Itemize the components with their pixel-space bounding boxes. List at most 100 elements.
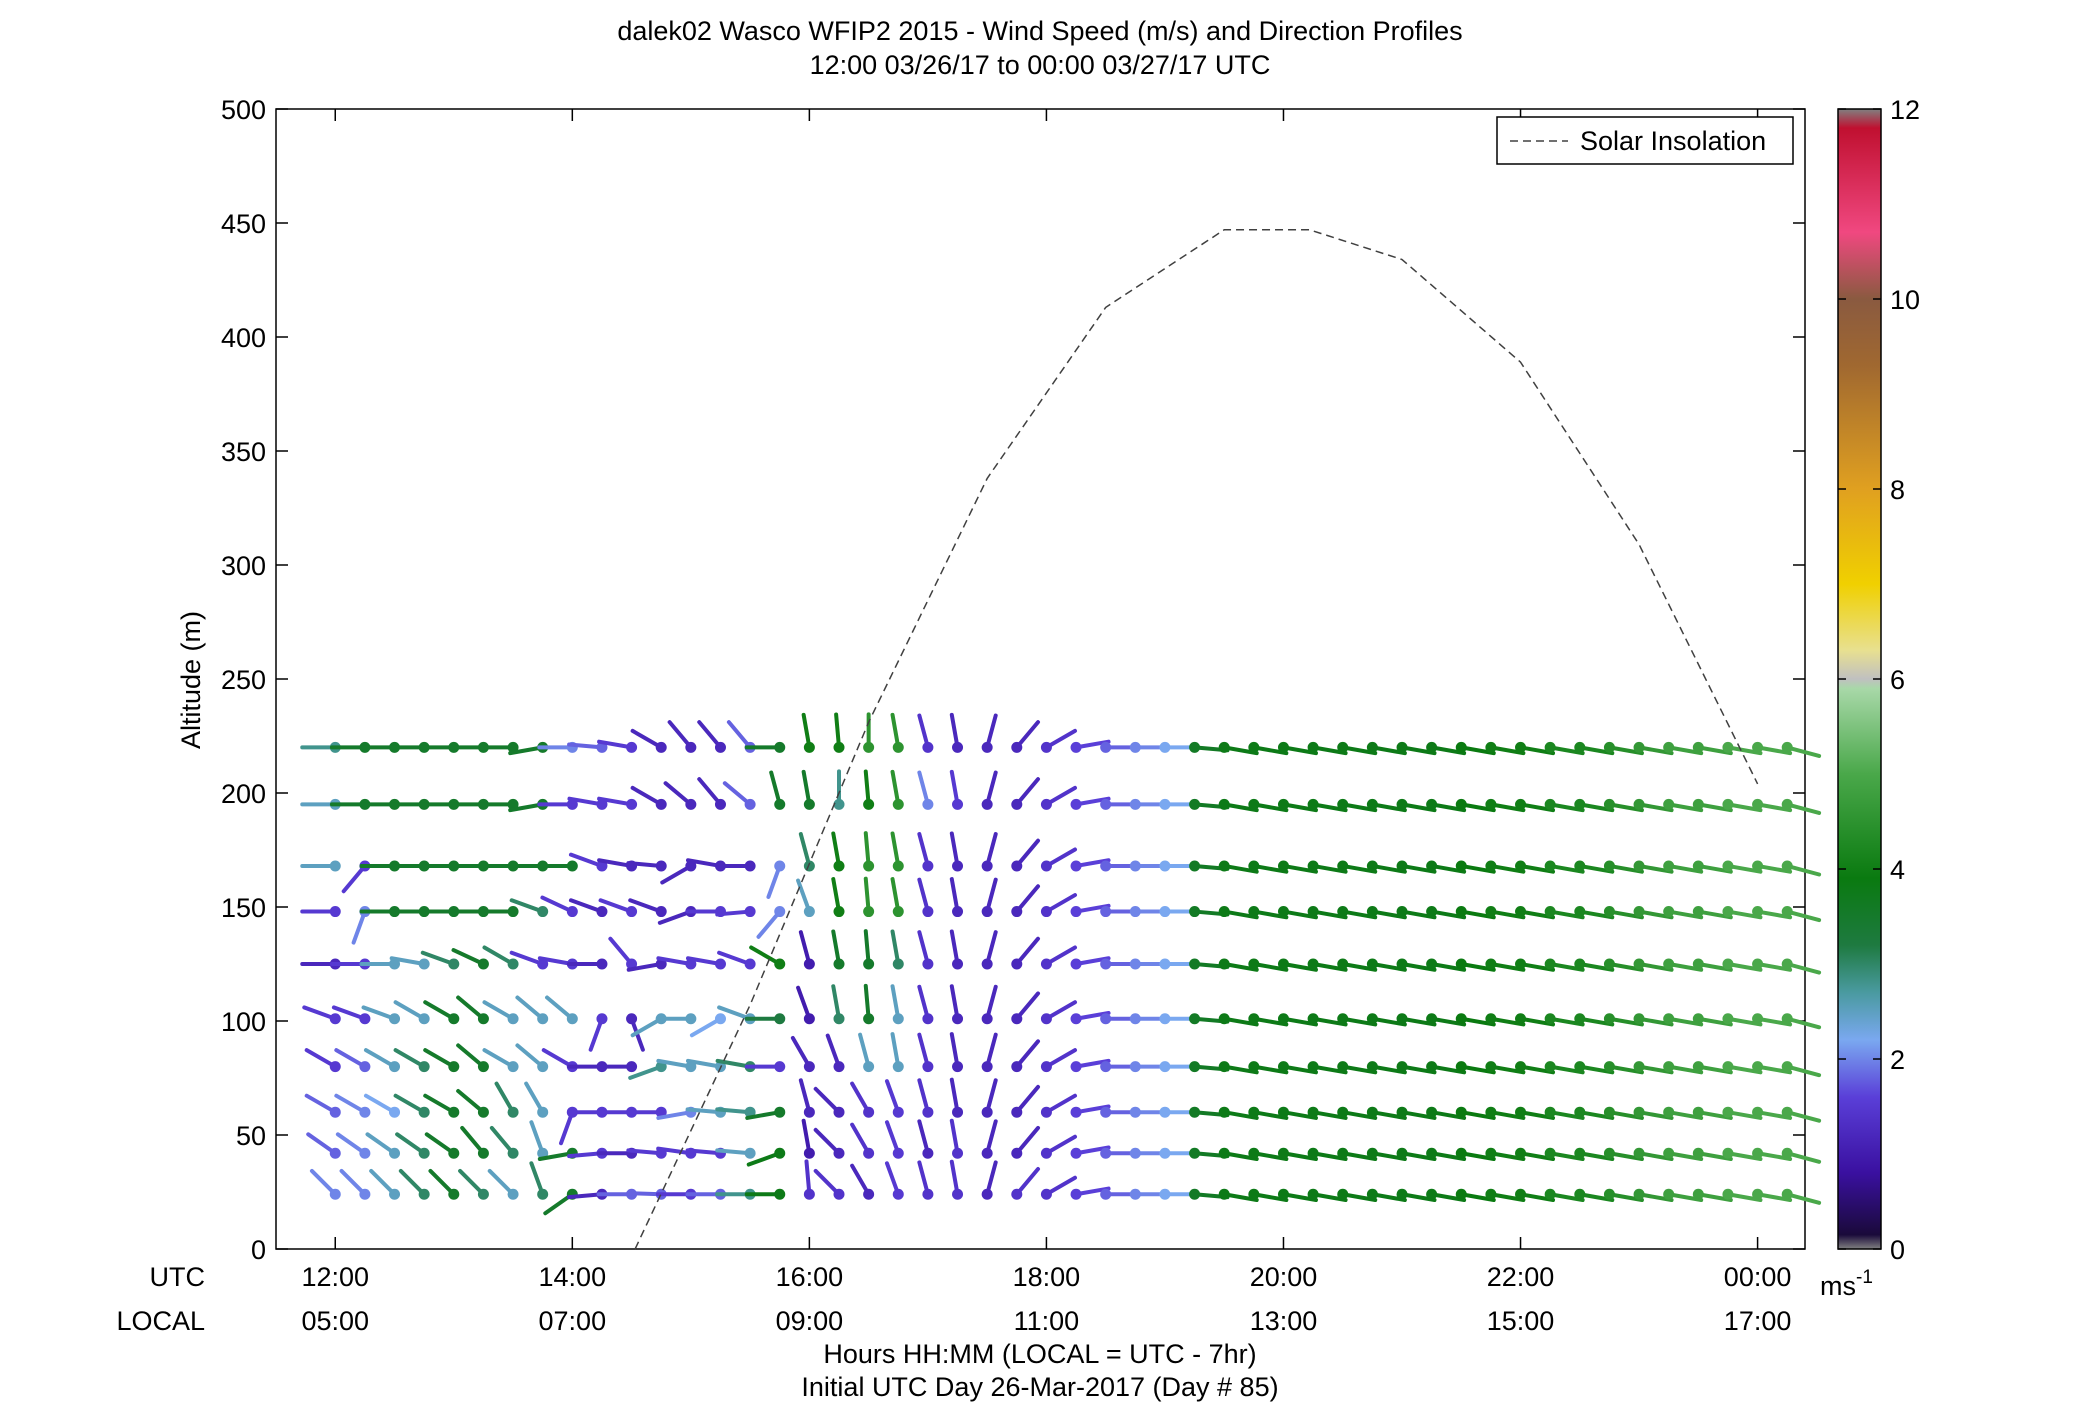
wind-barb-shaft	[1785, 863, 1822, 877]
wind-barb-dot	[1248, 1147, 1260, 1159]
wind-barb	[361, 1005, 401, 1025]
wind-barb-dot	[1248, 798, 1260, 810]
wind-barb-dot	[1663, 1188, 1675, 1200]
wind-barb-shaft	[831, 929, 842, 966]
wind-barb	[981, 713, 998, 753]
wind-barb-dot	[1366, 1147, 1378, 1159]
wind-barb-shaft	[597, 858, 634, 868]
wind-barb	[540, 895, 578, 918]
wind-barb	[796, 878, 815, 918]
wind-barb-shaft	[717, 950, 753, 966]
wind-barb-dot	[1307, 906, 1319, 918]
wind-barb-dot	[774, 1061, 786, 1073]
wind-barb-dot	[537, 906, 549, 918]
y-axis: 0 50 100 150 200 250 300 350 400 450 500	[221, 95, 1805, 1265]
wind-barb-shaft	[1014, 1084, 1041, 1115]
colorbar-unit: ms-1	[1820, 1267, 1873, 1301]
wind-barb-dot	[1011, 741, 1023, 753]
wind-barb-shaft	[917, 770, 930, 807]
colorbar-tick-label: 10	[1890, 285, 1920, 315]
wind-barb-dot	[655, 741, 667, 753]
wind-barb-dot	[1574, 1188, 1586, 1200]
wind-barb-dot	[1455, 741, 1467, 753]
wind-barb-dot	[448, 1061, 460, 1073]
wind-barb-dot	[863, 860, 875, 872]
wind-barb-dot	[1515, 906, 1527, 918]
wind-barb-dot	[507, 958, 519, 970]
wind-barb	[363, 1048, 401, 1073]
wind-barb-dot	[981, 958, 993, 970]
wind-barb-dot	[863, 1106, 875, 1118]
x-tick-label-local: 13:00	[1250, 1306, 1318, 1336]
wind-barb-shaft	[1785, 1016, 1822, 1030]
wind-barb-dot	[1129, 1188, 1141, 1200]
wind-barb	[304, 1048, 341, 1073]
wind-barb-dot	[774, 1013, 786, 1025]
wind-barb-dot	[892, 1061, 904, 1073]
wind-barb	[478, 906, 519, 918]
wind-barb	[393, 1000, 430, 1025]
wind-barb-shaft	[389, 956, 427, 966]
wind-barb-shaft	[423, 1093, 456, 1115]
wind-barb-shaft	[1785, 1110, 1822, 1123]
wind-barb-dot	[1455, 906, 1467, 918]
wind-barb-dot	[1515, 798, 1527, 810]
wind-barb-dot	[1248, 860, 1260, 872]
wind-barb-dot	[1574, 1013, 1586, 1025]
wind-barb	[697, 720, 726, 753]
wind-barb	[568, 898, 608, 918]
wind-barb	[596, 1061, 638, 1073]
y-tick-label: 400	[221, 323, 266, 353]
wind-barb-dot	[1100, 958, 1112, 970]
wind-barb-shaft	[798, 1078, 812, 1115]
wind-barb	[858, 1032, 875, 1073]
wind-barb-shaft	[304, 1093, 338, 1115]
wind-barb	[1781, 1147, 1822, 1164]
wind-barb-shaft	[515, 995, 545, 1021]
wind-barb	[1011, 884, 1041, 918]
wind-barb	[863, 831, 875, 872]
wind-barb-dot	[774, 798, 786, 810]
wind-barb-dot	[1485, 1061, 1497, 1073]
wind-barb-shaft	[717, 1005, 753, 1021]
wind-barb-dot	[1307, 1106, 1319, 1118]
wind-barb-dot	[774, 860, 786, 872]
wind-barb	[1781, 906, 1822, 923]
wind-barb	[715, 906, 756, 918]
wind-barb-dot	[833, 1106, 845, 1118]
wind-barb-shaft	[949, 1118, 960, 1156]
wind-barb	[1040, 1048, 1078, 1073]
wind-barb	[831, 929, 845, 970]
wind-barb-dot	[626, 741, 638, 753]
wind-barb	[756, 906, 786, 939]
wind-barb-dot	[537, 1061, 549, 1073]
wind-barb-dot	[1633, 741, 1645, 753]
wind-barb	[890, 769, 904, 810]
wind-barb	[949, 1159, 964, 1200]
wind-barb-dot	[1218, 1013, 1230, 1025]
wind-barb-dot	[1189, 1188, 1201, 1200]
wind-barb-dot	[863, 1147, 875, 1159]
wind-barb-shaft	[1014, 1125, 1041, 1156]
wind-barb	[744, 1013, 786, 1025]
wind-barb	[801, 712, 815, 753]
wind-barb-dot	[418, 1188, 430, 1200]
wind-barb-dot	[1663, 1013, 1675, 1025]
wind-barb-dot	[507, 1013, 519, 1025]
wind-barb-dot	[448, 1106, 460, 1118]
wind-barb-dot	[1011, 1061, 1023, 1073]
wind-barb-dot	[1337, 1188, 1349, 1200]
x-axis: 12:00 05:00 14:00 07:00 16:00 09:00 18:00 11:00…	[301, 109, 1791, 1336]
wind-barb-shaft	[1014, 1039, 1041, 1069]
wind-barb-dot	[1277, 1061, 1289, 1073]
wind-barb	[1781, 1061, 1822, 1078]
wind-barb-dot	[1663, 958, 1675, 970]
wind-barb-dot	[1248, 741, 1260, 753]
wind-barb-shaft	[890, 984, 901, 1021]
wind-barb	[850, 1081, 875, 1118]
wind-barb-dot	[1307, 860, 1319, 872]
wind-barb-shaft	[917, 1032, 930, 1069]
wind-barb	[746, 1147, 786, 1167]
wind-barb-dot	[1485, 1106, 1497, 1118]
